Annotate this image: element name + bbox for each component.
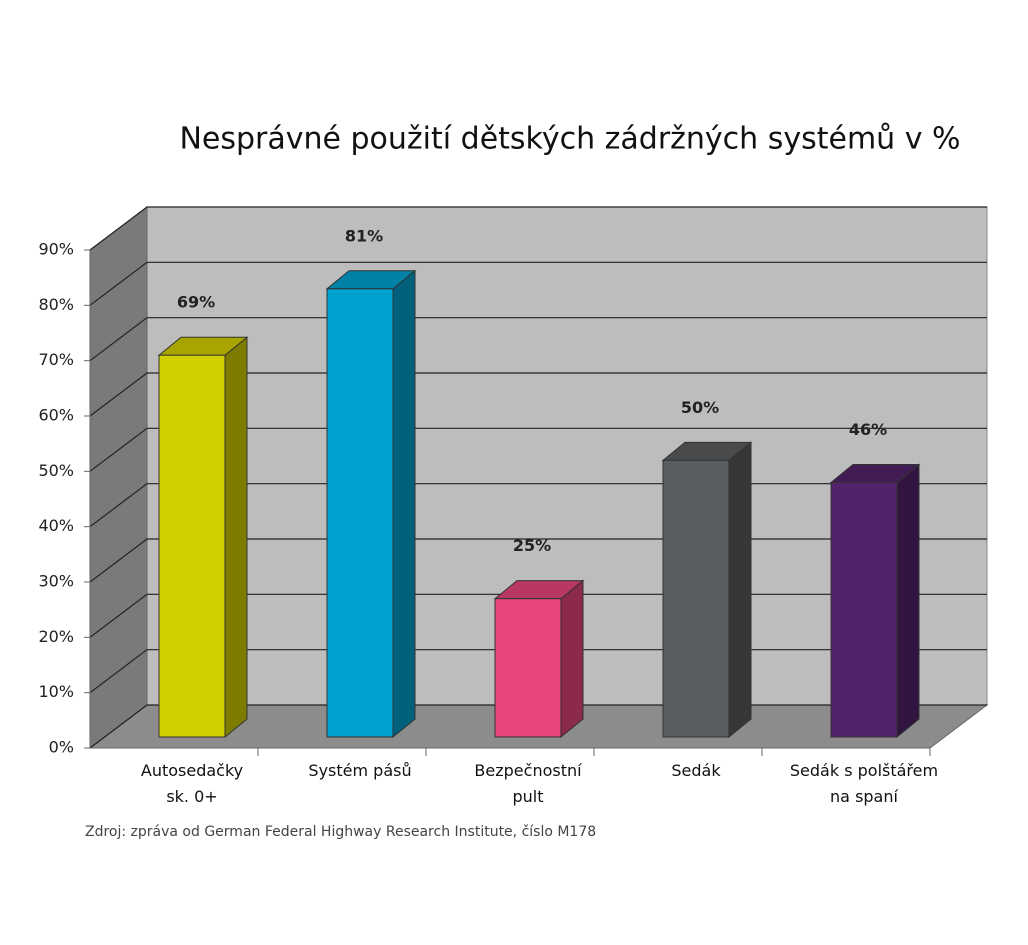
bar-side xyxy=(392,269,416,739)
value-label: 46% xyxy=(849,420,887,439)
y-tick-label: 50% xyxy=(38,461,74,480)
x-tick-label: Sedák xyxy=(671,761,721,780)
source-note: Zdroj: zpráva od German Federal Highway … xyxy=(85,824,596,840)
value-label: 69% xyxy=(177,293,215,312)
chart-title: Nesprávné použití dětských zádržných sys… xyxy=(179,122,960,157)
grid-line xyxy=(89,317,987,362)
grid-line xyxy=(89,372,987,417)
y-tick-label: 30% xyxy=(38,572,74,591)
y-tick-label: 70% xyxy=(38,350,74,369)
y-tick-label: 90% xyxy=(38,240,74,259)
grid-line xyxy=(89,427,987,472)
bar xyxy=(662,459,730,738)
grid-line xyxy=(89,261,987,306)
y-tick-label: 20% xyxy=(38,627,74,646)
value-label: 25% xyxy=(513,536,551,555)
bar xyxy=(326,288,394,738)
x-tick-label: Sedák s polštářem na spaní xyxy=(789,761,939,806)
bar xyxy=(830,481,898,738)
bar-side xyxy=(896,463,920,739)
bar xyxy=(158,354,226,738)
y-tick-label: 40% xyxy=(38,516,74,535)
bar-side xyxy=(224,336,248,739)
bar-side xyxy=(728,441,752,739)
y-tick-label: 60% xyxy=(38,406,74,425)
x-tick-label: Bezpečnostní pult xyxy=(474,761,582,806)
y-tick-label: 0% xyxy=(49,738,74,757)
grid-line xyxy=(89,206,987,251)
value-label: 50% xyxy=(681,398,719,417)
side-wall xyxy=(89,205,148,750)
bar xyxy=(494,598,562,738)
y-tick-label: 10% xyxy=(38,682,74,701)
y-tick-label: 80% xyxy=(38,295,74,314)
bar-side xyxy=(560,579,584,739)
value-label: 81% xyxy=(345,226,383,245)
x-tick-label: Autosedačky sk. 0+ xyxy=(140,761,244,806)
x-tick-label: Systém pásů xyxy=(308,761,412,780)
